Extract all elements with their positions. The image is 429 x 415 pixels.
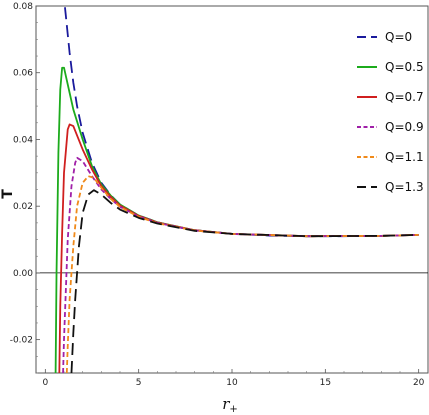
series-line-2 [58,123,419,373]
y-axis-ticks: -0.02 0.00 0.02 0.04 0.06 0.08 [10,2,40,374]
series-line-3 [62,156,419,373]
series-layer [54,6,419,373]
legend-label-5: Q=1.3 [385,180,424,194]
series-line-4 [65,175,419,373]
legend-label-0: Q=0 [385,30,412,44]
x-axis-label-subscript: + [229,404,237,415]
y-tick-label: 0.04 [13,135,33,145]
x-tick-label: 10 [226,378,238,388]
x-tick-label: 20 [413,378,425,388]
x-tick-label: 0 [42,378,48,388]
series-line-5 [70,189,419,373]
y-tick-label: 0.06 [13,69,33,79]
y-axis-label: T [0,189,16,199]
y-tick-label: 0.08 [13,2,33,12]
legend-label-1: Q=0.5 [385,60,424,74]
x-axis-ticks: 0 5 10 15 20 [42,369,425,388]
legend: Q=0 Q=0.5 Q=0.7 Q=0.9 Q=1.1 Q=1.3 [357,30,424,194]
legend-label-3: Q=0.9 [385,120,424,134]
legend-label-2: Q=0.7 [385,90,424,104]
legend-label-4: Q=1.1 [385,150,424,164]
x-axis-label-main: r [222,395,230,413]
y-tick-label: -0.02 [10,336,33,346]
y-tick-label: 0.00 [13,269,33,279]
x-axis-label: r+ [222,395,238,415]
y-tick-label: 0.02 [13,202,33,212]
series-line-1 [54,66,419,373]
x-tick-label: 15 [320,378,331,388]
x-tick-label: 5 [136,378,142,388]
plot-frame [35,5,429,374]
